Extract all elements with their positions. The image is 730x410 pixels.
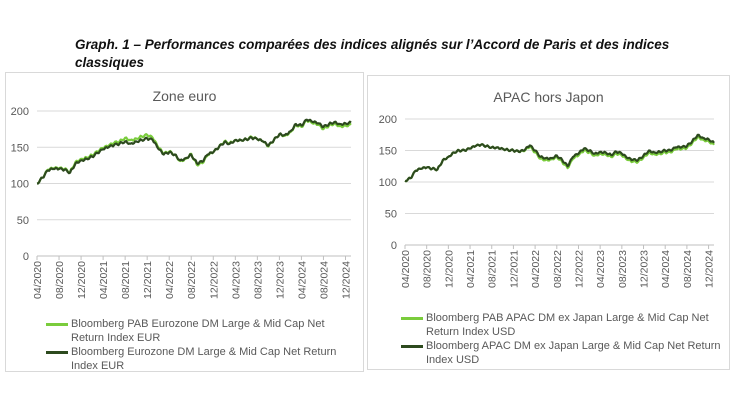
legend-item-benchmark: Bloomberg APAC DM ex Japan Large & Mid C…	[401, 339, 721, 367]
legend: Bloomberg PAB Eurozone DM Large & Mid Ca…	[46, 317, 356, 373]
series-line-pab	[36, 119, 352, 185]
x-tick-label: 08/2021	[120, 261, 132, 299]
y-tick-label: 50	[385, 209, 397, 221]
x-tick-label: 12/2021	[508, 250, 520, 288]
x-tick-label: 04/2021	[465, 250, 477, 288]
x-tick-label: 12/2020	[76, 261, 88, 299]
x-tick-label: 04/2020	[32, 261, 44, 299]
x-tick-label: 12/2021	[142, 261, 154, 299]
figure-title: Graph. 1 – Performances comparées des in…	[75, 37, 670, 70]
x-tick-label: 12/2022	[573, 250, 585, 288]
x-tick-label: 08/2022	[552, 250, 564, 288]
y-tick-label: 100	[11, 179, 29, 191]
x-tick-label: 08/2021	[487, 250, 499, 288]
y-tick-label: 200	[11, 106, 29, 118]
x-tick-label: 12/2022	[208, 261, 220, 299]
legend-swatch-benchmark	[401, 345, 423, 348]
x-tick-label: 08/2020	[54, 261, 66, 299]
x-tick-label: 04/2022	[530, 250, 542, 288]
x-tick-label: 08/2022	[186, 261, 198, 299]
chart-title: Zone euro	[153, 88, 217, 104]
legend-swatch-benchmark	[46, 351, 68, 354]
chart-title: APAC hors Japon	[493, 89, 603, 105]
legend-swatch-pab	[401, 317, 423, 320]
legend-item-pab: Bloomberg PAB APAC DM ex Japan Large & M…	[401, 311, 721, 339]
series-line-benchmark	[404, 133, 715, 183]
series-line-benchmark	[36, 118, 352, 185]
y-tick-label: 0	[23, 251, 29, 263]
legend-item-pab: Bloomberg PAB Eurozone DM Large & Mid Ca…	[46, 317, 356, 345]
legend-label-benchmark: Bloomberg Eurozone DM Large & Mid Cap Ne…	[71, 346, 337, 372]
x-tick-label: 12/2024	[704, 250, 716, 288]
x-tick-label: 04/2022	[164, 261, 176, 299]
x-tick-label: 08/2023	[252, 261, 264, 299]
x-tick-label: 12/2023	[274, 261, 286, 299]
legend-label-pab: Bloomberg PAB APAC DM ex Japan Large & M…	[426, 312, 709, 338]
x-tick-label: 08/2024	[682, 250, 694, 288]
x-tick-label: 12/2023	[639, 250, 651, 288]
x-tick-label: 08/2024	[318, 261, 330, 299]
chart-panel-zone-euro: Zone euro 0 50 100 150 200 04/2020 08/2020 12/20…	[5, 72, 364, 372]
x-tick-label: 04/2020	[400, 250, 412, 288]
legend-label-benchmark: Bloomberg APAC DM ex Japan Large & Mid C…	[426, 340, 721, 366]
y-tick-label: 50	[17, 215, 29, 227]
x-tick-label: 04/2024	[296, 261, 308, 299]
chart-apac-hors-japon: APAC hors Japon 0 50 100 150 200 04/2020 08/202…	[379, 89, 716, 288]
legend-label-pab: Bloomberg PAB Eurozone DM Large & Mid Ca…	[71, 318, 325, 344]
x-tick-label: 08/2023	[617, 250, 629, 288]
y-tick-label: 0	[391, 240, 397, 252]
y-tick-label: 150	[379, 146, 397, 158]
x-tick-label: 04/2024	[660, 250, 672, 288]
y-tick-label: 100	[379, 177, 397, 189]
chart-panel-apac: APAC hors Japon 0 50 100 150 200 04/2020 08/202…	[367, 75, 730, 370]
x-tick-label: 08/2020	[422, 250, 434, 288]
x-tick-label: 04/2023	[595, 250, 607, 288]
legend-item-benchmark: Bloomberg Eurozone DM Large & Mid Cap Ne…	[46, 345, 356, 373]
y-tick-label: 150	[11, 142, 29, 154]
chart-zone-euro: Zone euro 0 50 100 150 200 04/2020 08/2020 12/20…	[11, 88, 353, 299]
x-tick-label: 04/2023	[230, 261, 242, 299]
y-tick-label: 200	[379, 114, 397, 126]
legend: Bloomberg PAB APAC DM ex Japan Large & M…	[401, 311, 721, 367]
legend-swatch-pab	[46, 323, 68, 326]
x-tick-label: 12/2020	[443, 250, 455, 288]
x-tick-label: 12/2024	[340, 261, 352, 299]
x-tick-label: 04/2021	[98, 261, 110, 299]
